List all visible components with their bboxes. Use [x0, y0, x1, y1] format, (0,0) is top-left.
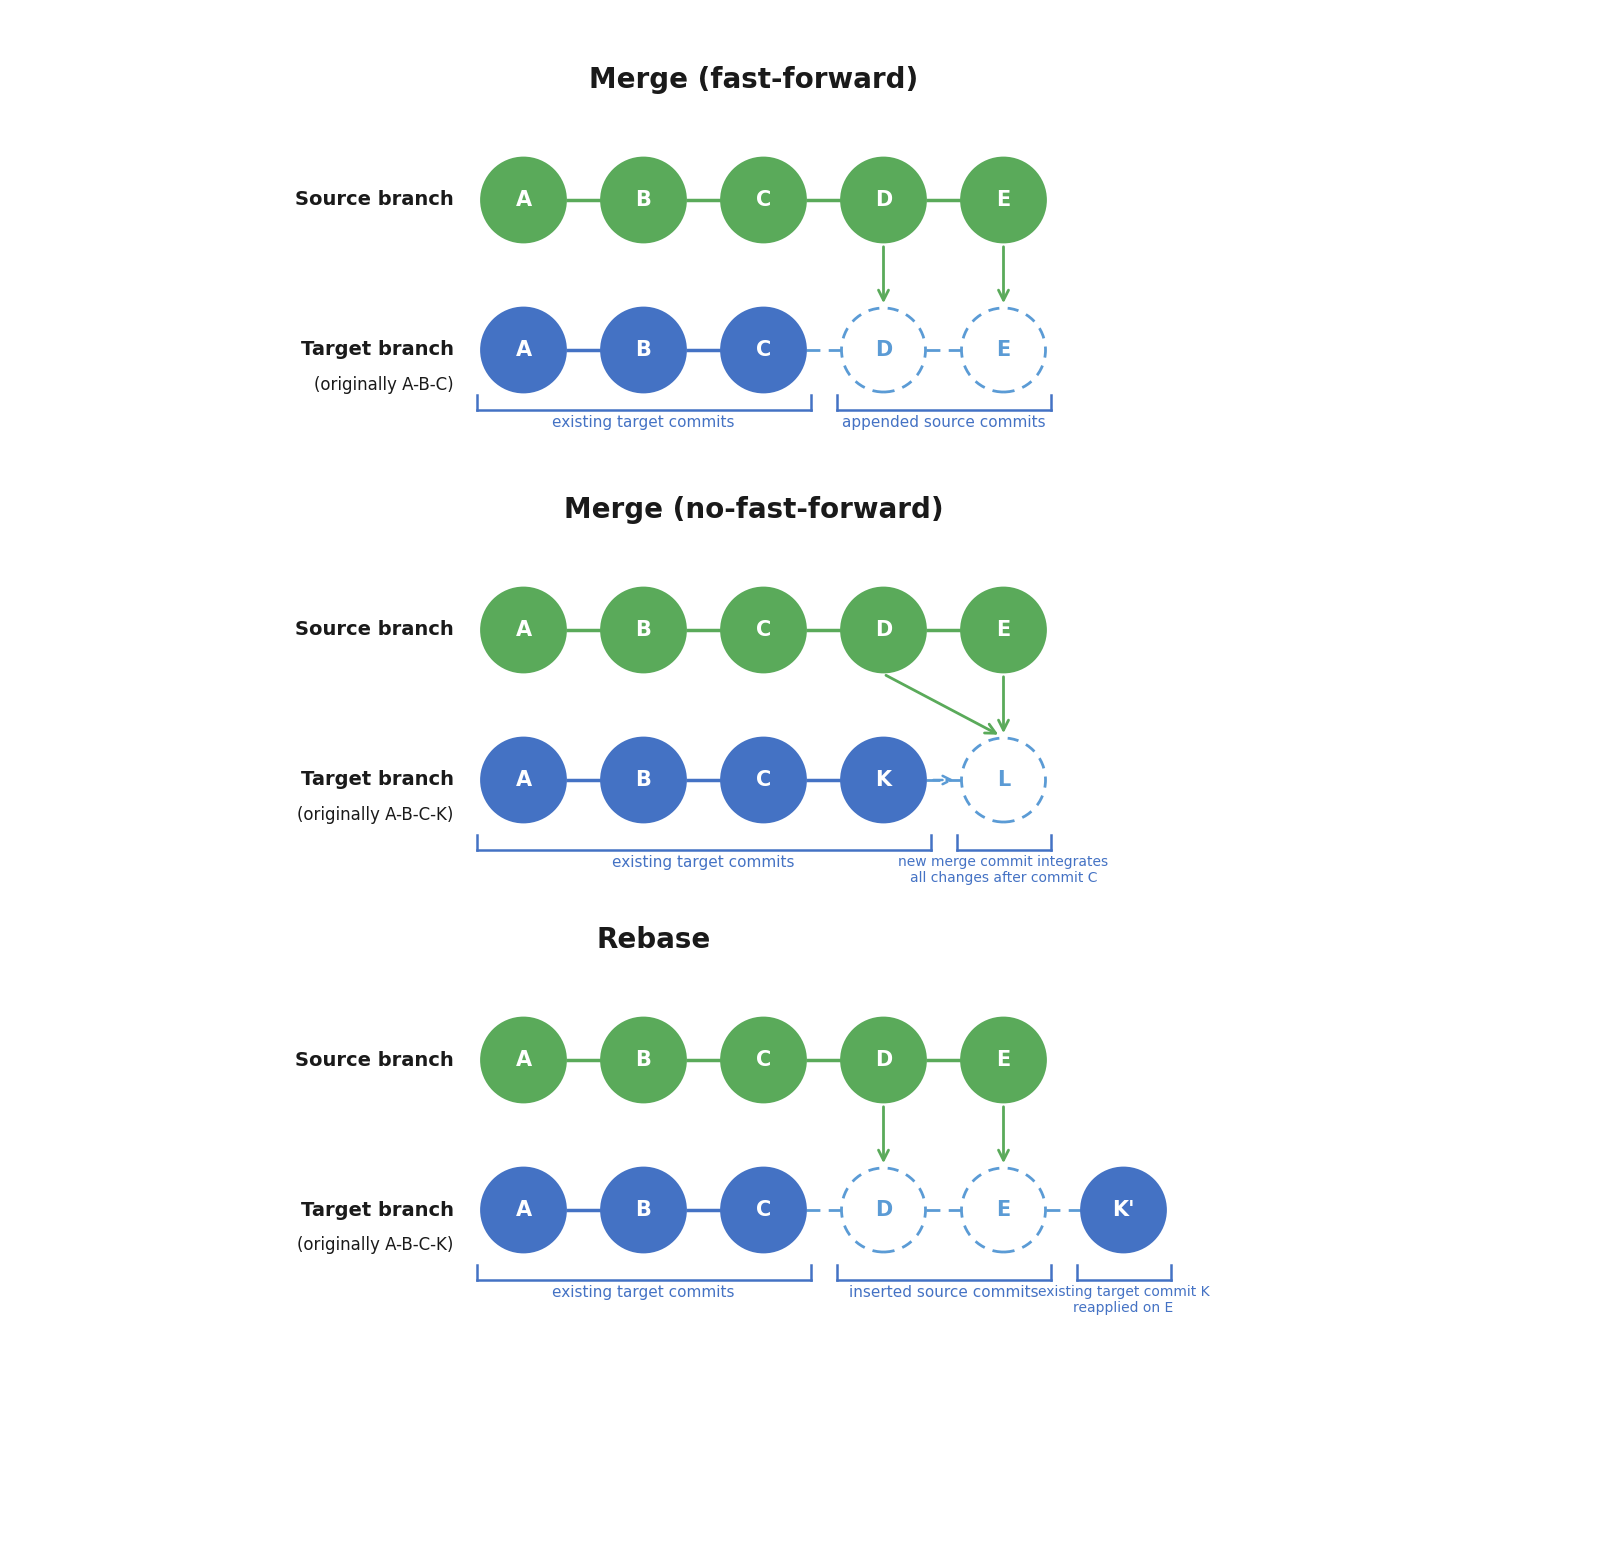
Circle shape	[601, 1019, 686, 1101]
Circle shape	[961, 158, 1046, 242]
Text: A: A	[516, 190, 532, 211]
Text: C: C	[755, 619, 771, 640]
Circle shape	[961, 1168, 1046, 1253]
Text: C: C	[755, 1050, 771, 1070]
Circle shape	[961, 738, 1046, 822]
Circle shape	[601, 158, 686, 242]
Circle shape	[722, 1019, 805, 1101]
Text: Source branch: Source branch	[294, 190, 453, 209]
Text: C: C	[755, 340, 771, 360]
Text: B: B	[635, 340, 651, 360]
Text: Target branch: Target branch	[301, 1201, 453, 1220]
Circle shape	[601, 307, 686, 392]
Text: (originally A-B-C-K): (originally A-B-C-K)	[297, 1236, 453, 1254]
Text: A: A	[516, 771, 532, 789]
Text: E: E	[996, 340, 1011, 360]
Text: C: C	[755, 190, 771, 211]
Text: B: B	[635, 1200, 651, 1220]
Text: C: C	[755, 771, 771, 789]
Circle shape	[722, 588, 805, 672]
Circle shape	[482, 1019, 566, 1101]
Circle shape	[482, 1168, 566, 1253]
Text: Target branch: Target branch	[301, 771, 453, 789]
Text: E: E	[996, 190, 1011, 211]
Circle shape	[482, 158, 566, 242]
Circle shape	[601, 588, 686, 672]
Text: K': K'	[1112, 1200, 1135, 1220]
Text: Merge (fast-forward): Merge (fast-forward)	[588, 66, 918, 94]
Circle shape	[842, 588, 926, 672]
Circle shape	[722, 738, 805, 822]
Text: A: A	[516, 340, 532, 360]
Text: appended source commits: appended source commits	[842, 415, 1045, 431]
Circle shape	[842, 738, 926, 822]
Text: D: D	[874, 340, 892, 360]
Text: new merge commit integrates
all changes after commit C: new merge commit integrates all changes …	[898, 855, 1109, 885]
Circle shape	[482, 307, 566, 392]
Text: K: K	[876, 771, 892, 789]
Circle shape	[961, 307, 1046, 392]
Circle shape	[482, 588, 566, 672]
Text: A: A	[516, 1200, 532, 1220]
Text: E: E	[996, 619, 1011, 640]
Circle shape	[601, 738, 686, 822]
Text: D: D	[874, 1050, 892, 1070]
Text: B: B	[635, 771, 651, 789]
Text: (originally A-B-C-K): (originally A-B-C-K)	[297, 807, 453, 824]
Circle shape	[842, 158, 926, 242]
Text: B: B	[635, 190, 651, 211]
Circle shape	[842, 1019, 926, 1101]
Text: B: B	[635, 1050, 651, 1070]
Circle shape	[842, 307, 926, 392]
Text: Source branch: Source branch	[294, 1050, 453, 1070]
Circle shape	[722, 1168, 805, 1253]
Circle shape	[722, 158, 805, 242]
Text: (originally A-B-C): (originally A-B-C)	[313, 376, 453, 395]
Text: Merge (no-fast-forward): Merge (no-fast-forward)	[564, 496, 943, 524]
Text: B: B	[635, 619, 651, 640]
Text: E: E	[996, 1050, 1011, 1070]
Text: A: A	[516, 1050, 532, 1070]
Circle shape	[482, 738, 566, 822]
Text: D: D	[874, 190, 892, 211]
Circle shape	[961, 1019, 1046, 1101]
Text: L: L	[996, 771, 1011, 789]
Text: C: C	[755, 1200, 771, 1220]
Text: E: E	[996, 1200, 1011, 1220]
Circle shape	[961, 588, 1046, 672]
Text: existing target commits: existing target commits	[612, 855, 795, 870]
Circle shape	[1082, 1168, 1165, 1253]
Circle shape	[842, 1168, 926, 1253]
Text: Source branch: Source branch	[294, 621, 453, 640]
Text: existing target commits: existing target commits	[553, 415, 734, 431]
Text: existing target commit K
reapplied on E: existing target commit K reapplied on E	[1038, 1285, 1210, 1315]
Text: existing target commits: existing target commits	[553, 1285, 734, 1299]
Circle shape	[722, 307, 805, 392]
Text: D: D	[874, 1200, 892, 1220]
Text: D: D	[874, 619, 892, 640]
Circle shape	[601, 1168, 686, 1253]
Text: A: A	[516, 619, 532, 640]
Text: Target branch: Target branch	[301, 340, 453, 359]
Text: Rebase: Rebase	[596, 927, 710, 955]
Text: inserted source commits: inserted source commits	[848, 1285, 1038, 1299]
